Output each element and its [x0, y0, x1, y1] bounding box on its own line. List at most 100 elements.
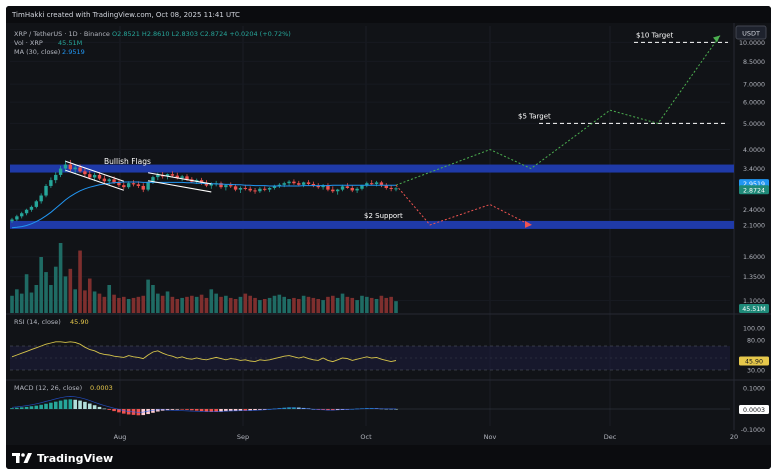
- price-badge-label: 2.9519: [743, 181, 765, 188]
- macd-histogram-bar: [58, 400, 63, 409]
- volume-bar: [267, 297, 272, 313]
- macd-line: [11, 396, 396, 413]
- volume-bar: [335, 297, 340, 313]
- volume-bar: [238, 296, 243, 313]
- volume-bar: [131, 297, 136, 313]
- candle-body: [282, 183, 286, 185]
- macd-histogram-bar: [199, 409, 204, 412]
- flag-layer: [65, 160, 212, 193]
- volume-bar: [83, 290, 87, 313]
- volume-bar: [360, 295, 364, 313]
- candle-body: [136, 184, 141, 186]
- macd-histogram-bar: [248, 409, 252, 411]
- macd-histogram-bar: [63, 399, 68, 409]
- volume-bar: [369, 297, 374, 313]
- volume-bar: [224, 295, 228, 313]
- legend-volume-label: Vol · XRP: [14, 39, 43, 47]
- candle-body: [131, 183, 136, 185]
- volume-bar: [34, 285, 39, 313]
- volume-bar: [87, 278, 92, 313]
- volume-bar: [345, 296, 350, 313]
- volume-bar: [228, 297, 233, 313]
- candle-body: [122, 185, 126, 188]
- macd-histogram-bar: [175, 409, 180, 410]
- candle-body: [107, 179, 111, 182]
- price-axis-tick-label: 6.0000: [743, 100, 765, 107]
- volume-bar: [301, 295, 306, 313]
- volume-bar: [287, 299, 291, 313]
- volume-bar: [10, 295, 14, 313]
- candle-body: [156, 174, 160, 178]
- candle-body: [102, 178, 107, 182]
- macd-histogram-bar: [121, 409, 126, 414]
- candle-body: [243, 187, 248, 189]
- volume-bar: [248, 295, 252, 313]
- volume-bar: [97, 293, 102, 313]
- volume-bar: [394, 301, 398, 313]
- volume-bar: [282, 296, 287, 313]
- macd-histogram-bar: [53, 401, 58, 409]
- macd-histogram-bar: [156, 409, 160, 412]
- macd-histogram-bar: [29, 406, 34, 409]
- candle-body: [146, 182, 150, 190]
- flag-channel-lower: [65, 169, 124, 191]
- rsi-badge: [739, 356, 769, 366]
- volume-bar: [292, 297, 296, 313]
- tradingview-logo-icon: [12, 453, 32, 463]
- time-axis-tick-label: Aug: [114, 433, 127, 441]
- flag-channel-lower: [148, 180, 212, 193]
- two-dollar-support-label: $2 Support: [364, 212, 403, 220]
- volume-bar: [156, 293, 160, 313]
- candle-body: [350, 187, 354, 191]
- candle-body: [369, 183, 374, 185]
- volume-bar: [321, 300, 325, 313]
- candle-body: [365, 183, 369, 186]
- macd-histogram-bar: [19, 407, 24, 409]
- volume-bar: [185, 296, 189, 313]
- volume-bar: [160, 295, 165, 313]
- candle-body: [83, 171, 87, 175]
- volume-bar: [151, 285, 155, 313]
- price-chart[interactable]: 10.0000 8.5000 7.0000 6.0000 5.0000 4.0000 3.4…: [6, 6, 771, 469]
- tradingview-logo[interactable]: TradingView: [12, 451, 113, 465]
- footer-bar: [6, 445, 771, 469]
- candle-body: [209, 183, 213, 186]
- candle-body: [185, 176, 189, 180]
- rsi-axis-tick-label: 80.00: [747, 338, 765, 345]
- flag-channel-upper: [148, 172, 212, 185]
- projection-layer: [395, 35, 721, 228]
- volume-bar: [326, 296, 330, 313]
- legend-ohlc: O2.8521 H2.8610 L2.8303 C2.8724 +0.0204 …: [112, 30, 291, 38]
- bearish-projection-arrowhead: [525, 220, 532, 228]
- band-layer: [10, 164, 734, 229]
- volume-bar: [214, 293, 218, 313]
- volume-bar: [78, 250, 82, 313]
- tradingview-brand: TradingView: [37, 451, 114, 465]
- candle-body: [297, 183, 301, 185]
- rsi-value: 45.90: [70, 318, 89, 326]
- price-axis-tick-label: 8.5000: [743, 59, 765, 66]
- currency-button[interactable]: [735, 25, 767, 40]
- volume-bar: [24, 274, 29, 313]
- macd-histogram-bar: [180, 409, 184, 410]
- time-axis-tick-label: Nov: [484, 433, 497, 441]
- volume-bar: [92, 291, 97, 313]
- macd-histogram-bar: [219, 409, 223, 412]
- macd-histogram-bar: [112, 409, 116, 412]
- price-axis-tick-label: 7.0000: [743, 82, 765, 89]
- volume-bar: [165, 291, 170, 313]
- candle-body: [326, 185, 330, 190]
- macd-histogram-bar: [87, 403, 92, 409]
- volume-bar: [365, 296, 369, 313]
- candle-body: [20, 213, 24, 217]
- volume-bar: [209, 289, 214, 313]
- price-badge: [739, 185, 769, 195]
- price-axis-tick-label: 1.1000: [743, 298, 765, 305]
- candle-body: [92, 174, 97, 178]
- moving-average-line: [11, 181, 396, 229]
- candle-body: [49, 180, 53, 186]
- legend-ma-value: 2.9519: [62, 48, 85, 56]
- candle-body: [44, 185, 48, 196]
- volume-bar: [19, 293, 24, 313]
- candle-body: [272, 185, 277, 188]
